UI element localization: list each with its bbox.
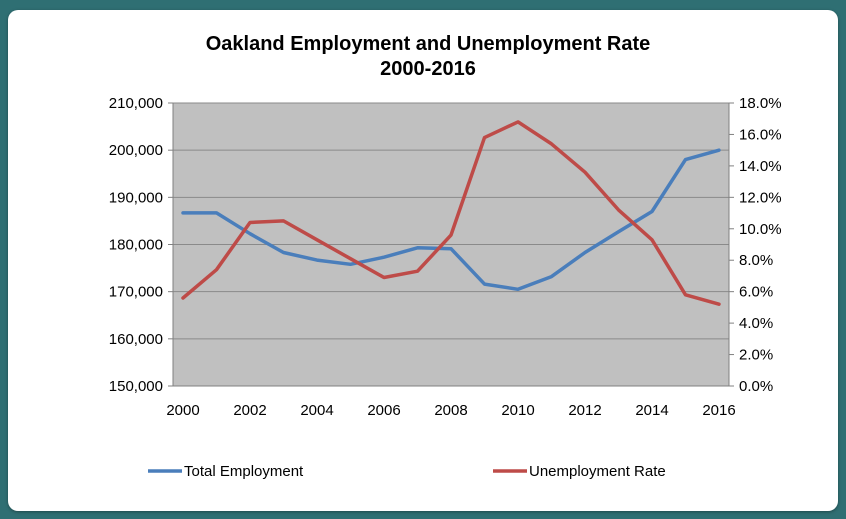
x-tick-label: 2006 [367,402,400,419]
x-tick-label: 2008 [434,402,467,419]
right-tick-label: 16.0% [739,126,782,143]
left-tick-label: 210,000 [109,95,163,112]
left-axis: 210,000 200,000 190,000 180,000 170,000 160,0… [109,95,174,395]
gridlines [173,102,729,340]
right-tick-label: 8.0% [739,252,773,269]
x-tick-label: 2012 [568,402,601,419]
series-line-total-employment [181,148,721,292]
chart-title-line1: Oakland Employment and Unemployment Rate [206,33,651,55]
chart-card: Oakland Employment and Unemployment Rate… [8,10,838,511]
x-tick-label: 2002 [233,402,266,419]
left-tick-label: 200,000 [109,142,163,159]
series-line-unemployment-rate [181,120,721,306]
chart-title-line2: 2000-2016 [380,58,476,80]
legend: Total Employment Unemployment Rate [148,463,666,480]
right-tick-label: 2.0% [739,347,773,364]
right-tick-label: 4.0% [739,315,773,332]
x-tick-label: 2010 [501,402,534,419]
x-tick-label: 2004 [300,402,333,419]
right-axis: 18.0% 16.0% 14.0% 12.0% 10.0% 8.0% 6.0% 4.0% 2.0… [728,95,782,395]
legend-label: Total Employment [184,463,304,480]
right-tick-label: 6.0% [739,284,773,301]
right-tick-label: 0.0% [739,378,773,395]
x-tick-label: 2016 [702,402,735,419]
series-lines [181,120,721,306]
left-tick-label: 150,000 [109,378,163,395]
left-tick-label: 160,000 [109,331,163,348]
left-tick-label: 180,000 [109,237,163,254]
right-tick-label: 18.0% [739,95,782,112]
legend-label: Unemployment Rate [529,463,666,480]
x-tick-label: 2000 [166,402,199,419]
right-tick-label: 12.0% [739,189,782,206]
x-tick-label: 2014 [635,402,668,419]
right-tick-label: 10.0% [739,221,782,238]
left-tick-label: 190,000 [109,189,163,206]
right-tick-label: 14.0% [739,158,782,175]
x-axis: 2000 2002 2004 2006 2008 2010 2012 2014 2016 [166,385,736,419]
left-tick-label: 170,000 [109,284,163,301]
chart-svg: Oakland Employment and Unemployment Rate… [109,33,782,480]
